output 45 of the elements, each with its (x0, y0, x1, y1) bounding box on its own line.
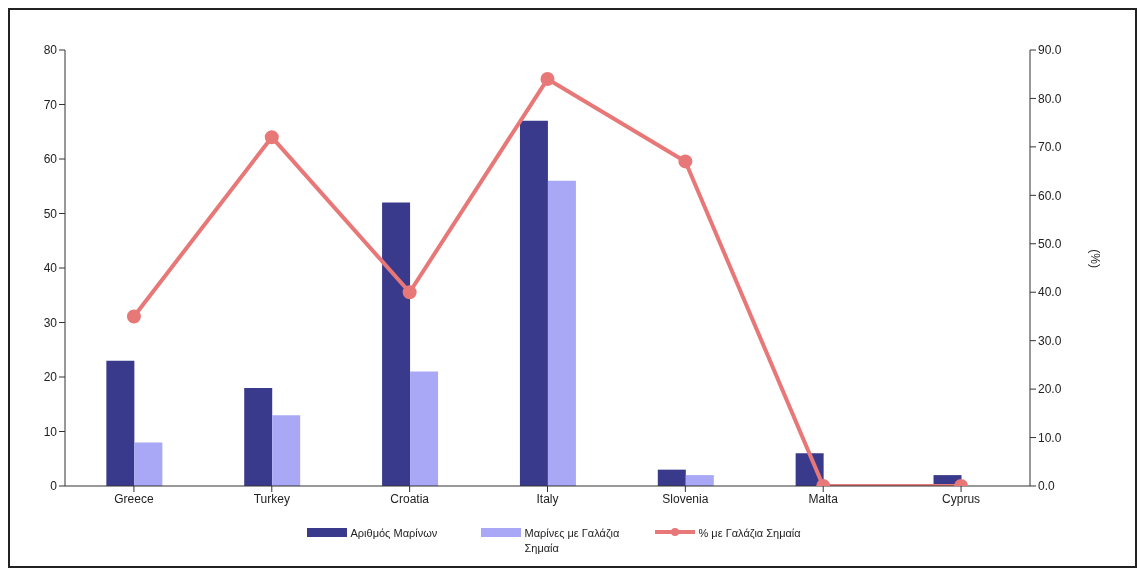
y-tick-label: 60 (43, 152, 58, 167)
x-tick-label: Croatia (390, 491, 430, 506)
point (126, 309, 141, 324)
bar (244, 387, 273, 486)
y2-tick-label: 0.0 (1038, 479, 1056, 494)
y-tick-label: 70 (43, 97, 58, 112)
y2-tick-label: 80.0 (1038, 91, 1062, 106)
y2-tick-label: 50.0 (1038, 237, 1062, 252)
point (402, 285, 417, 300)
bar (657, 469, 686, 486)
bar (547, 180, 576, 486)
y2-tick-label: 90.0 (1038, 43, 1062, 58)
bar (272, 415, 301, 486)
bar (134, 442, 163, 486)
y-tick-label: 40 (43, 261, 58, 276)
point (540, 72, 555, 87)
y2-tick-label: 40.0 (1038, 285, 1062, 300)
y-tick-label: 20 (43, 370, 58, 385)
y2-tick-label: 20.0 (1038, 382, 1062, 397)
x-tick-label: Greece (114, 491, 154, 506)
bar (519, 120, 548, 486)
bar (382, 202, 411, 486)
y2-tick-label: 70.0 (1038, 140, 1062, 155)
y-tick-label: 30 (43, 315, 58, 330)
legend-label: Μαρίνες με Γαλάζια Σημαία (524, 526, 621, 556)
y-tick-label: 0 (50, 479, 58, 494)
bar (685, 475, 714, 486)
y2-tick-label: 60.0 (1038, 188, 1062, 203)
legend-label: % με Γαλάζια Σημαία (698, 526, 802, 541)
y-tick-label: 10 (43, 424, 58, 439)
y2-tick-label: 10.0 (1038, 430, 1062, 445)
x-tick-label: Malta (808, 491, 839, 506)
legend-label: Αριθμός Μαρίνων (350, 526, 439, 541)
x-tick-label: Slovenia (662, 491, 709, 506)
x-tick-label: Cyprus (942, 491, 981, 506)
y-tick-label: 50 (43, 206, 58, 221)
point (678, 154, 693, 169)
y2-axis-title: (%) (1087, 249, 1102, 268)
x-tick-label: Italy (536, 491, 559, 506)
y2-tick-label: 30.0 (1038, 333, 1062, 348)
y-tick-label: 80 (43, 43, 58, 58)
x-tick-label: Turkey (253, 491, 290, 506)
point (264, 130, 279, 145)
bar (410, 371, 439, 486)
bar (106, 360, 135, 486)
